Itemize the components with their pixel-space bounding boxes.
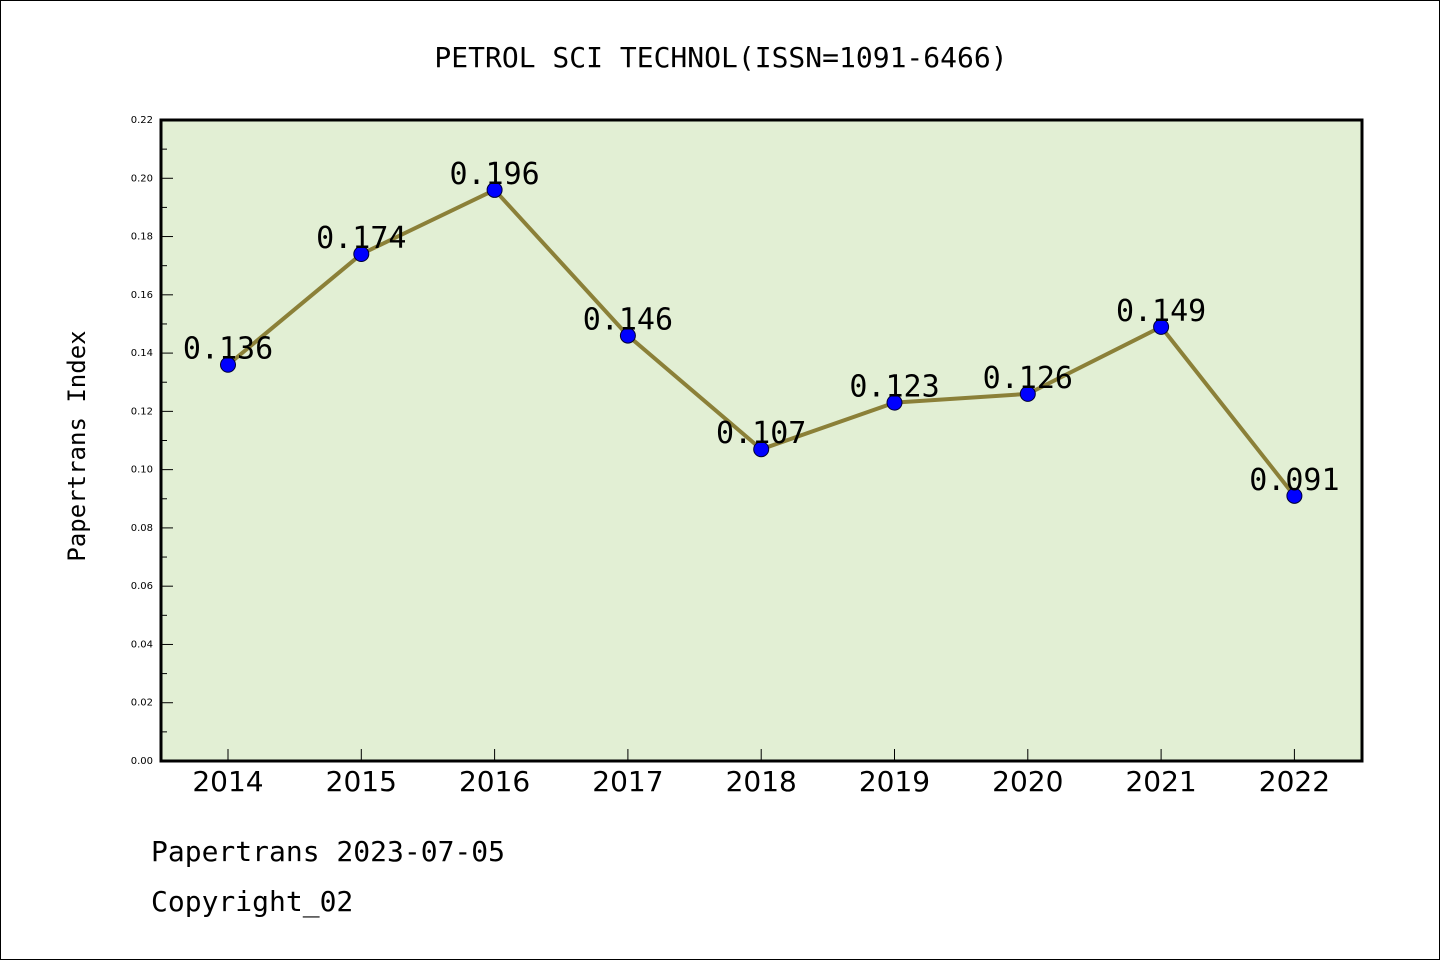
data-point bbox=[220, 356, 236, 373]
y-tick-label: 0.16 bbox=[131, 290, 153, 301]
y-axis-label: Papertrans Index bbox=[63, 330, 91, 561]
data-point bbox=[1153, 318, 1170, 335]
y-tick-label: 0.02 bbox=[131, 698, 153, 709]
y-tick-label: 0.20 bbox=[131, 173, 153, 184]
x-tick-label: 2015 bbox=[326, 765, 397, 798]
data-label: 0.123 bbox=[849, 370, 939, 405]
y-tick-label: 0.08 bbox=[131, 523, 153, 534]
y-axis: 0.00 0.02 0.04 0.06 0.08 0.10 0.12 0.14 0.16 0.18… bbox=[131, 115, 173, 767]
data-point bbox=[1286, 487, 1303, 504]
data-label: 0.174 bbox=[316, 221, 406, 256]
x-tick-label: 2022 bbox=[1259, 765, 1330, 798]
y-tick-label: 0.00 bbox=[131, 756, 153, 767]
x-tick-label: 2021 bbox=[1125, 765, 1196, 798]
x-tick-label: 2019 bbox=[859, 765, 930, 798]
series-group: 0.136 0.174 0.196 0.146 0.107 0.123 0.126 0.149… bbox=[183, 157, 1340, 504]
data-point bbox=[886, 394, 903, 411]
data-label: 0.091 bbox=[1249, 463, 1339, 498]
x-tick-label: 2020 bbox=[992, 765, 1063, 798]
data-point bbox=[486, 181, 503, 198]
data-label: 0.136 bbox=[183, 332, 273, 367]
y-tick-label: 0.22 bbox=[131, 115, 153, 126]
footer-copyright: Copyright_02 bbox=[151, 885, 354, 918]
chart-title: PETROL SCI TECHNOL(ISSN=1091-6466) bbox=[434, 41, 1007, 74]
x-tick-label: 2017 bbox=[592, 765, 663, 798]
data-label: 0.146 bbox=[583, 303, 673, 338]
x-tick-label: 2014 bbox=[192, 765, 263, 798]
x-tick-label: 2016 bbox=[459, 765, 530, 798]
x-axis: 2014 2015 2016 2017 2018 2019 2020 2021 2022 bbox=[192, 749, 1330, 798]
data-point bbox=[353, 246, 370, 263]
y-tick-label: 0.10 bbox=[131, 465, 153, 476]
x-tick-label: 2018 bbox=[726, 765, 797, 798]
data-point bbox=[753, 441, 770, 458]
data-point bbox=[619, 327, 636, 344]
plot-area bbox=[159, 118, 1364, 763]
y-tick-label: 0.12 bbox=[131, 406, 153, 417]
data-label: 0.196 bbox=[449, 157, 539, 192]
data-point bbox=[1019, 385, 1036, 402]
data-label: 0.107 bbox=[716, 416, 806, 451]
y-tick-label: 0.14 bbox=[131, 348, 153, 359]
footer-date: Papertrans 2023-07-05 bbox=[151, 835, 506, 868]
y-tick-label: 0.04 bbox=[131, 639, 153, 650]
y-tick-label: 0.18 bbox=[131, 232, 153, 243]
data-label: 0.149 bbox=[1116, 294, 1206, 329]
y-tick-label: 0.06 bbox=[131, 581, 153, 592]
data-label: 0.126 bbox=[983, 361, 1073, 396]
